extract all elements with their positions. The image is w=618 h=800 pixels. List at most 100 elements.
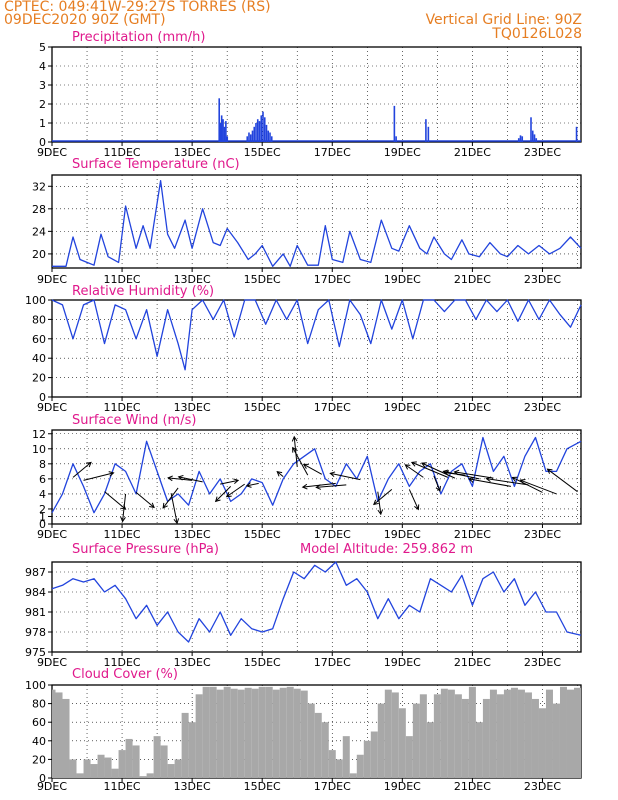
wind-arrow <box>292 447 309 476</box>
wind-arrow <box>72 461 92 478</box>
precip-bar <box>393 105 396 142</box>
cloud-bar <box>391 692 399 778</box>
cloud-bar <box>356 754 364 778</box>
x-tick-label: 13DEC <box>174 401 211 414</box>
wind-arrowhead <box>120 516 126 523</box>
wind-arrow <box>135 492 155 508</box>
cloud-bar <box>202 686 210 778</box>
wind-arrow <box>512 476 543 493</box>
cloud-bar <box>461 698 469 778</box>
wind-arrow <box>170 493 178 524</box>
panel-title: Surface Temperature (nC) <box>72 157 240 172</box>
y-tick-label: 0 <box>39 518 46 531</box>
wind-arrow <box>373 489 393 505</box>
wind-arrowhead <box>315 484 322 490</box>
y-tick-label: 1 <box>39 117 46 130</box>
series-line <box>51 561 582 643</box>
x-tick-label: 15DEC <box>244 273 281 286</box>
cloud-bar <box>265 686 273 778</box>
cloud-bar <box>181 712 189 778</box>
wind-arrow <box>454 471 494 479</box>
header-grid-line: Vertical Grid Line: 90Z <box>425 12 582 28</box>
cloud-bar <box>230 688 238 778</box>
x-tick-label: 11DEC <box>104 656 141 669</box>
wind-arrowhead <box>86 461 92 468</box>
wind-arrow <box>226 483 245 498</box>
cloud-bar <box>440 688 448 778</box>
precip-bar <box>251 130 254 142</box>
wind-arrow <box>486 478 529 486</box>
x-tick-label: 19DEC <box>384 780 421 793</box>
precip-bar <box>249 134 252 142</box>
cloud-bar <box>69 759 77 778</box>
series-line <box>51 299 582 371</box>
cloud-bar <box>195 694 203 778</box>
x-tick-label: 11DEC <box>104 780 141 793</box>
y-tick-label: 2 <box>39 98 46 111</box>
x-tick-label: 15DEC <box>244 528 281 541</box>
x-tick-label: 9DEC <box>37 656 67 669</box>
wind-arrowhead <box>414 504 420 511</box>
x-tick-label: 23DEC <box>524 401 561 414</box>
precip-bar <box>521 136 524 142</box>
plot-frame <box>51 174 582 269</box>
y-tick-label: 10 <box>32 443 46 456</box>
x-tick-label: 21DEC <box>454 780 491 793</box>
x-tick-label: 9DEC <box>37 401 67 414</box>
y-tick-label: 24 <box>32 225 46 238</box>
x-tick-label: 23DEC <box>524 273 561 286</box>
y-tick-label: 80 <box>32 698 46 711</box>
precip-bar <box>395 136 397 142</box>
wind-arrowhead <box>276 470 283 477</box>
wind-arrowhead <box>442 469 449 476</box>
panel-0 <box>48 46 582 146</box>
cloud-bar <box>370 731 378 778</box>
wind-arrowhead <box>149 502 155 509</box>
x-tick-label: 9DEC <box>37 273 67 286</box>
x-tick-label: 23DEC <box>524 780 561 793</box>
wind-arrow <box>83 472 114 481</box>
precip-bar <box>270 136 273 142</box>
cloud-bar <box>552 703 560 778</box>
wind-arrowhead <box>177 474 184 481</box>
wind-arrow <box>468 478 512 487</box>
y-tick-label: 32 <box>32 180 46 193</box>
wind-arrowhead <box>467 476 474 483</box>
x-tick-label: 17DEC <box>314 273 351 286</box>
wind-arrowhead <box>301 483 308 490</box>
wind-arrow <box>168 477 193 481</box>
precip-bar <box>219 123 222 142</box>
wind-arrow <box>276 471 284 478</box>
plot-frame <box>51 429 582 525</box>
wind-arrow <box>411 461 449 478</box>
x-tick-label: 11DEC <box>104 528 141 541</box>
precip-bar <box>267 130 270 142</box>
cloud-bar <box>111 768 119 778</box>
y-tick-label: 12 <box>32 428 46 441</box>
y-tick-label: 100 <box>25 679 46 692</box>
cloud-bar <box>573 687 581 778</box>
x-tick-label: 19DEC <box>384 528 421 541</box>
wind-arrowhead <box>519 479 526 485</box>
precip-bar <box>535 138 538 142</box>
cloud-bar <box>160 745 168 778</box>
precip-bar <box>425 119 427 142</box>
cloud-bar <box>76 773 84 778</box>
cloud-bar <box>314 712 322 778</box>
cloud-bar <box>517 689 525 778</box>
precip-bar <box>225 121 227 142</box>
wind-arrowhead <box>162 502 168 509</box>
panel-4 <box>48 561 582 656</box>
panel-2 <box>48 299 582 401</box>
y-tick-label: 1 <box>39 510 46 523</box>
precip-bar <box>427 126 430 142</box>
panel-title: Relative Humidity (%) <box>72 284 214 299</box>
wind-arrow <box>316 484 347 488</box>
series-line <box>51 436 582 514</box>
cloud-bar <box>272 689 280 778</box>
precip-bar <box>226 136 229 142</box>
x-tick-label: 13DEC <box>174 273 211 286</box>
cloud-bar <box>524 692 532 778</box>
cloud-bar <box>510 687 518 778</box>
precip-bar <box>222 119 224 142</box>
